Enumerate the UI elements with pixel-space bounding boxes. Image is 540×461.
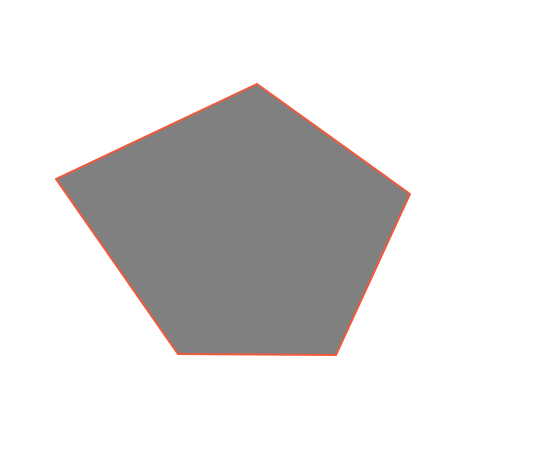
pentagon-shape	[55, 83, 411, 356]
